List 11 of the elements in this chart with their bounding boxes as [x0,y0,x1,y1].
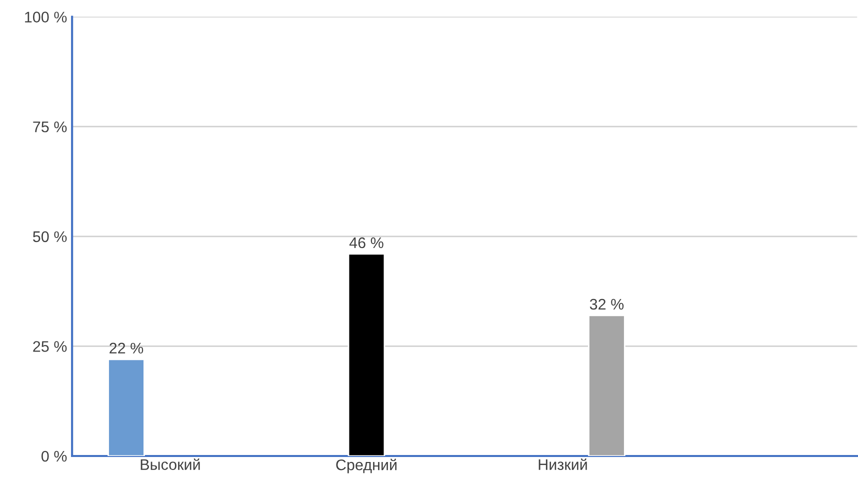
data-label: 22 % [110,342,144,354]
x-tick-label: Средний [336,458,396,474]
y-tick-label: 75 % [33,122,67,132]
y-tick-label: 25 % [33,341,67,352]
x-tick-label: Низкий [538,458,587,470]
data-label: 32 % [590,298,624,310]
y-tick-label: 50 % [33,231,67,242]
data-label: 46 % [349,237,384,248]
x-tick-label: Высокий [140,458,200,470]
y-tick-label: 0 % [41,450,67,462]
y-tick-label: 100 % [25,12,67,22]
